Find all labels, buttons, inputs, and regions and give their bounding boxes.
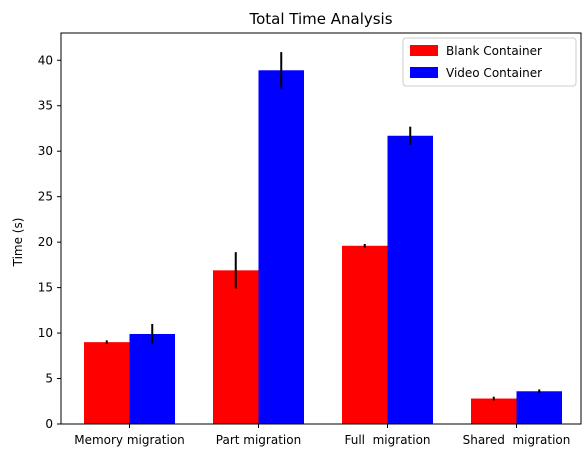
y-tick-label: 25 [38,190,53,204]
x-axis: Memory migration Part migration Full migra… [74,424,570,447]
chart-title: Total Time Analysis [248,10,392,28]
x-tick-label: Shared migration [463,433,571,447]
y-axis-label: Time (s) [11,218,25,268]
bar-video-3 [516,391,562,424]
bar-video-1 [258,70,304,424]
bar-blank-3 [471,398,517,424]
legend: Blank Container Video Container [402,37,577,87]
x-tick-label: Memory migration [74,433,185,447]
bar-video-0 [129,333,175,424]
y-tick-label: 15 [38,281,53,295]
y-axis: 0 5 10 15 20 25 30 35 40 [38,53,61,431]
plot-frame [60,32,582,425]
legend-swatch-video [410,67,438,78]
x-tick-label: Part migration [216,433,301,447]
bar-blank-2 [342,245,388,424]
legend-label-video: Video Container [446,66,542,80]
bars-group [84,70,562,424]
y-tick-label: 20 [38,235,53,249]
y-tick-label: 35 [38,99,53,113]
bar-blank-0 [84,342,130,424]
x-tick-label: Full migration [344,433,430,447]
y-tick-label: 30 [38,144,53,158]
y-tick-label: 5 [45,372,53,386]
y-tick-label: 0 [45,417,53,431]
bar-blank-1 [213,270,259,424]
error-bars-group [105,52,541,401]
legend-swatch-blank [410,45,438,56]
legend-label-blank: Blank Container [446,44,542,58]
y-tick-label: 10 [38,326,53,340]
bar-video-2 [387,135,433,424]
legend-box [402,37,577,87]
y-tick-label: 40 [38,53,53,67]
